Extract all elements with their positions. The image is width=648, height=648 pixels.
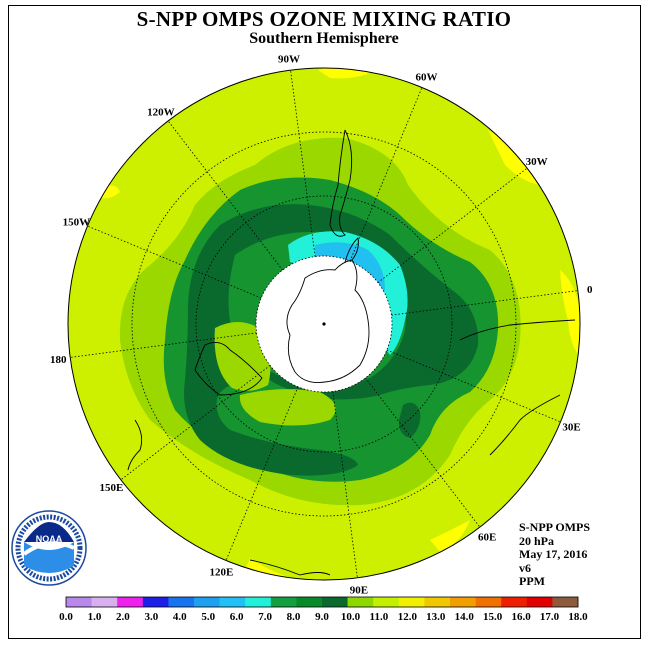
inner-light-green: [214, 321, 271, 391]
colorbar-swatch: [117, 597, 144, 607]
colorbar-tick-label: 4.0: [173, 611, 187, 623]
info-panel: S-NPP OMPS 20 hPa May 17, 2016 v6 PPM: [519, 520, 590, 589]
colorbar-swatch: [501, 597, 528, 607]
colorbar-tick-label: 3.0: [144, 611, 158, 623]
longitude-label: 120W: [147, 106, 175, 118]
longitude-label: 120E: [210, 567, 234, 579]
longitude-label: 90E: [350, 585, 368, 597]
south-pole-marker: [322, 322, 326, 326]
indonesia-coast: [249, 559, 331, 576]
longitude-label: 60E: [478, 532, 496, 544]
colorbar-tick-label: 1.0: [88, 611, 102, 623]
antarctic-peninsula: [344, 237, 359, 263]
australia: [194, 341, 263, 396]
longitude-label: 150E: [99, 482, 123, 494]
colorbar-tick-label: 6.0: [230, 611, 244, 623]
colorbar-swatch: [245, 597, 272, 607]
colorbar-swatch: [91, 597, 118, 607]
figure-title: S-NPP OMPS OZONE MIXING RATIO: [136, 7, 512, 31]
colorbar-swatch: [475, 597, 502, 607]
colorbar-swatch: [347, 597, 374, 607]
graticule: [70, 70, 578, 578]
colorbar-swatch: [322, 597, 348, 607]
colorbar-tick-label: 12.0: [398, 611, 418, 623]
ozone-field: [68, 68, 580, 580]
colorbar-tick-label: 14.0: [455, 611, 475, 623]
longitude-label: 60W: [416, 71, 438, 83]
colorbar-tick-label: 17.0: [540, 611, 560, 623]
colorbar-tick-label: 10.0: [341, 611, 361, 623]
longitude-label: 30E: [562, 422, 580, 434]
colorbar-swatch: [270, 597, 297, 607]
longitude-label: 0: [587, 284, 593, 296]
colorbar-swatch: [398, 597, 425, 607]
latitude-circle-45: [195, 195, 453, 453]
colorbar-tick-label: 0.0: [59, 611, 73, 623]
colorbar-tick-label: 7.0: [258, 611, 272, 623]
figure-subtitle: Southern Hemisphere: [249, 30, 399, 47]
colorbar-tick-label: 11.0: [370, 611, 389, 623]
colorbar-tick-label: 8.0: [287, 611, 301, 623]
colorbar-swatch: [450, 597, 476, 607]
noaa-logo-text: NOAA: [36, 534, 63, 544]
antarctica-coast: [286, 259, 370, 383]
info-units: PPM: [519, 574, 545, 588]
africa-tip: [459, 319, 576, 456]
colorbar-tick-label: 15.0: [483, 611, 503, 623]
colorbar-swatch: [526, 597, 553, 607]
coastlines: [127, 129, 576, 576]
colorbar-swatch: [373, 597, 400, 607]
latitude-circle-60: [255, 255, 393, 393]
colorbar-swatch: [552, 597, 579, 607]
colorbar-tick-label: 5.0: [201, 611, 215, 623]
longitude-label: 150W: [63, 216, 91, 228]
info-instrument: S-NPP OMPS: [519, 520, 590, 534]
colorbar-tick-label: 9.0: [315, 611, 329, 623]
colorbar-border: [65, 596, 579, 608]
colorbar-tick-label: 2.0: [116, 611, 130, 623]
colorbar-swatch: [296, 597, 323, 607]
colorbar-swatch: [142, 597, 169, 607]
colorbar-tick-label: 13.0: [426, 611, 446, 623]
colorbar: 0.0 1.0 2.0 3.0 4.0 5.0 6.0 7.0 8.0 9.0 10.0 11.0 12…: [59, 596, 588, 623]
longitude-label: 180: [50, 354, 67, 366]
new-zealand: [127, 419, 143, 471]
info-date: May 17, 2016: [519, 547, 588, 561]
yellow-patch-bottom-right: [430, 520, 470, 552]
colorbar-tick-label: 16.0: [511, 611, 531, 623]
longitude-label: 90W: [278, 53, 300, 65]
colorbar-swatch: [219, 597, 246, 607]
yellow-patch-upper-right: [488, 130, 540, 185]
noaa-logo: NOAA: [11, 510, 87, 586]
map-boundary: [67, 67, 581, 581]
info-version: v6: [519, 560, 531, 575]
south-america: [329, 129, 353, 237]
longitude-label: 30W: [526, 156, 548, 168]
colorbar-swatch: [424, 597, 451, 607]
colorbar-swatch: [66, 597, 92, 607]
colorbar-tick-label: 18.0: [568, 611, 588, 623]
figure-frame: [8, 5, 641, 639]
colorbar-swatch: [168, 597, 195, 607]
inner-light-green-lower: [239, 389, 336, 426]
latitude-circle-30: [131, 131, 517, 517]
info-level: 20 hPa: [519, 533, 555, 548]
colorbar-swatch: [194, 597, 220, 607]
longitude-labels: 90W 60W 30W 0 30E 60E 90E 120E 150E 180 150W 120W: [50, 53, 593, 596]
